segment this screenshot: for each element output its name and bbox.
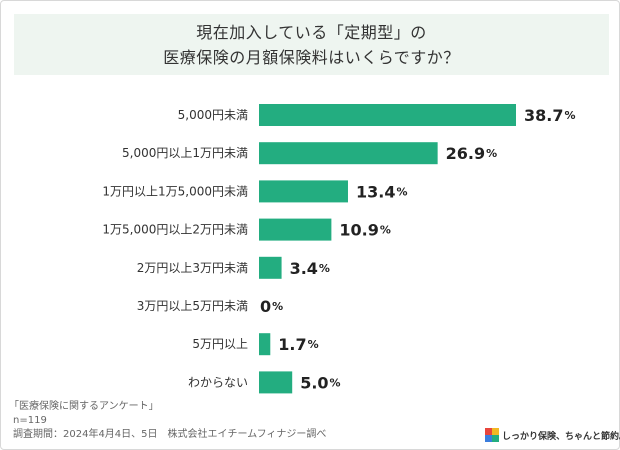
chart-title-box: 現在加入している「定期型」の 医療保険の月額保険料はいくらですか？ xyxy=(14,14,609,75)
category-label: わからない xyxy=(188,375,248,389)
bar-chart: 5,000円未満 38.7% 5,000円以上1万円未満 26.9% 1万円以上1万5,… xyxy=(102,104,576,394)
value-label: 5.0% xyxy=(300,373,340,392)
survey-source: 「医療保険に関するアンケート」 xyxy=(9,401,159,412)
category-label: 2万円以上3万円未満 xyxy=(137,261,248,275)
value-label: 26.9% xyxy=(446,144,498,163)
category-label: 1万5,000円以上2万円未満 xyxy=(102,223,248,237)
bar xyxy=(259,218,332,241)
brand-logo: しっかり保険、ちゃんと節約。 xyxy=(485,428,620,442)
value-label: 10.9% xyxy=(339,220,391,239)
survey-period: 調査期間：2024年4月4日、5日 株式会社エイチームフィナジー調べ xyxy=(13,429,327,440)
bar xyxy=(259,104,516,126)
category-label: 3万円以上5万円未満 xyxy=(137,299,248,313)
value-label: 1.7% xyxy=(278,335,318,354)
value-label: 3.4% xyxy=(290,258,330,277)
chart-title-line-2: 医療保険の月額保険料はいくらですか？ xyxy=(163,47,460,67)
chart-footer: 「医療保険に関するアンケート」 n=119 調査期間：2024年4月4日、5日 … xyxy=(9,400,326,442)
category-label: 5,000円以上1万円未満 xyxy=(122,146,248,160)
category-label: 5万円以上 xyxy=(192,337,248,351)
category-label: 5,000円未満 xyxy=(178,108,248,122)
bar xyxy=(259,142,438,165)
sample-size: n=119 xyxy=(13,415,47,426)
category-label: 1万円以上1万5,000円未満 xyxy=(102,184,248,198)
value-label: 13.4% xyxy=(356,182,408,201)
logo-tagline: しっかり保険、ちゃんと節約。 xyxy=(502,431,620,442)
bar xyxy=(259,371,293,394)
value-label: 0% xyxy=(260,297,283,316)
value-label: 38.7% xyxy=(524,106,576,125)
chart-title-line-1: 現在加入している「定期型」の xyxy=(196,22,427,42)
bar xyxy=(259,256,282,279)
bar xyxy=(259,180,348,203)
bar xyxy=(259,333,271,356)
logo-icon xyxy=(485,428,499,442)
